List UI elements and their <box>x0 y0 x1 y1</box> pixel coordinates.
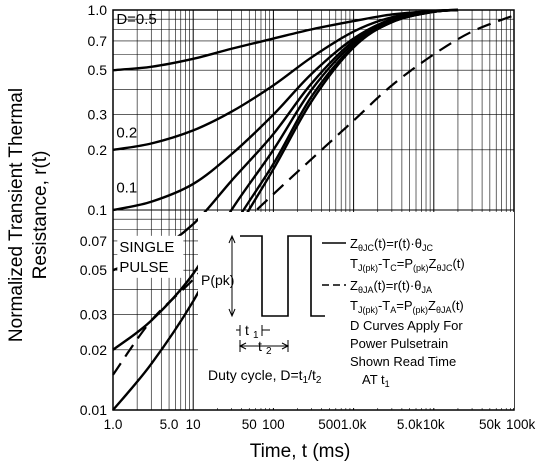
duty-cycle-label: Duty cycle, D=t1/t2 <box>208 367 322 386</box>
y-tick-label: 0.3 <box>88 107 108 123</box>
note-text: Power Pulsetrain <box>350 336 448 351</box>
axis-tick-labels: 1.0 5.0 10 50 100 500 1.0k 5.0k 10k 50k 100k 0.01 0.… <box>80 2 536 432</box>
inset-background <box>198 212 514 408</box>
series-line-6 <box>230 8 459 240</box>
y-tick-label: 0.03 <box>80 307 107 323</box>
series-label-bg <box>117 235 184 278</box>
series-label: SINGLE <box>119 239 174 256</box>
y-tick-label: 1.0 <box>88 2 108 18</box>
y-tick-label: 0.05 <box>80 262 107 278</box>
plot-frame <box>112 9 515 411</box>
x-tick-label: 500 <box>318 417 341 432</box>
x-tick-label: 10k <box>423 417 445 432</box>
t2-arrows <box>238 342 290 350</box>
legend-text: ZθJA(t)=r(t)·θJA <box>350 278 432 295</box>
t2-label: t <box>258 338 262 354</box>
legend-text: TJ(pk)-TC=P(pk)ZθJC(t) <box>350 256 465 273</box>
y-axis-label-line1: Normalized Transient Thermal <box>6 88 27 342</box>
series-line-2 <box>112 8 459 212</box>
x-tick-label: 1.0 <box>104 417 123 432</box>
t2-label-subscript: 2 <box>266 346 272 357</box>
note-text: AT t1 <box>362 372 390 389</box>
y-tick-label: 0.7 <box>88 33 108 49</box>
y-tick-label: 0.1 <box>88 202 108 218</box>
pulse-height-arrows <box>228 234 236 318</box>
series-label: 0.2 <box>116 125 137 142</box>
y-tick-label: 0.5 <box>88 62 108 78</box>
x-tick-label: 5.0 <box>160 417 179 432</box>
x-tick-label: 100k <box>506 417 536 432</box>
pulse-amplitude-label: P(pk) <box>201 272 234 288</box>
x-axis-label: Time, t (ms) <box>250 441 351 462</box>
x-tick-label: 50 <box>242 417 257 432</box>
t1-label: t <box>245 322 249 338</box>
series-label: D=0.5 <box>116 11 156 28</box>
series-label: PULSE <box>119 259 168 276</box>
legend-text: ZθJC(t)=r(t)·θJC <box>350 236 434 253</box>
note-text: Shown Read Time <box>350 354 456 369</box>
y-tick-label: 0.2 <box>88 142 108 158</box>
x-tick-label: 10 <box>186 417 201 432</box>
y-tick-label: 0.01 <box>80 402 107 418</box>
series-line-0 <box>112 8 458 72</box>
t1-label-subscript: 1 <box>253 330 259 341</box>
series-line-single-pulse-ja <box>112 14 515 376</box>
y-tick-label: 0.02 <box>80 342 107 358</box>
y-tick-label: 0.07 <box>80 233 107 249</box>
note-text: D Curves Apply For <box>350 318 463 333</box>
x-tick-label: 1.0k <box>341 417 367 432</box>
pulse-waveform <box>240 235 325 317</box>
x-tick-label: 100 <box>262 417 285 432</box>
x-tick-label: 5.0k <box>397 417 423 432</box>
x-tick-label: 50k <box>479 417 501 432</box>
series-label: 0.1 <box>116 180 137 197</box>
y-axis-label-line2: Resistance, r(t) <box>30 151 51 280</box>
legend-text: TJ(pk)-TA=P(pk)ZθJA(t) <box>350 298 464 315</box>
